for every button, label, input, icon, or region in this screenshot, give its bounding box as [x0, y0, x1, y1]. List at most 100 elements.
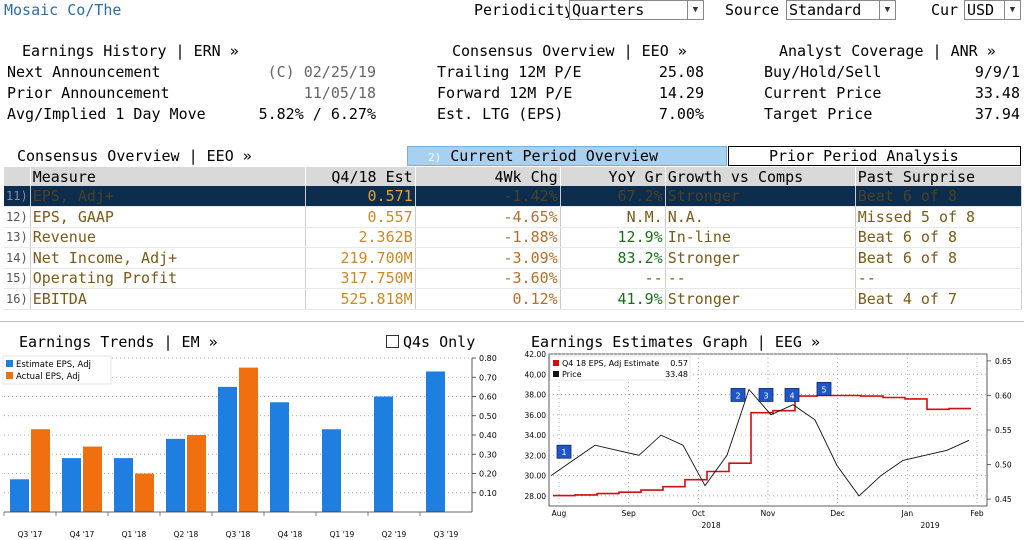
col-growth-vs-comps[interactable]: Growth vs Comps	[665, 167, 856, 186]
periodicity-value: Quarters	[572, 1, 645, 19]
table-row[interactable]: 12) EPS, GAAP 0.557 -4.65% N.M. N.A. Mis…	[4, 206, 1023, 228]
x-tick-label: Nov	[761, 509, 776, 518]
consensus-section-title[interactable]: Consensus Overview | EEO »	[17, 147, 252, 165]
actual-bar	[83, 446, 102, 512]
x-tick-label: Q3 '18	[226, 530, 251, 539]
legend-last-estimate: 0.57	[670, 359, 688, 368]
trailing-pe-value: 25.08	[658, 63, 704, 81]
estimate-bar	[10, 479, 29, 512]
event-marker-label: 2	[735, 391, 740, 400]
x-tick-label: Oct	[692, 509, 705, 518]
checkbox-box[interactable]	[386, 335, 399, 348]
x-tick-label: Q2 '18	[174, 530, 199, 539]
chevron-down-icon[interactable]: ▼	[687, 1, 703, 19]
periodicity-select[interactable]: Quarters ▼	[569, 0, 704, 20]
table-row[interactable]: 15) Operating Profit 317.750M -3.60% -- …	[4, 268, 1023, 289]
ltg-label: Est. LTG (EPS)	[437, 105, 564, 123]
row-number: 15)	[4, 268, 31, 289]
yoy-cell: 41.9%	[560, 288, 666, 310]
event-marker-box	[758, 388, 774, 402]
earnings-history-link[interactable]: Earnings History | ERN »	[22, 42, 239, 60]
x-year-label: 2019	[921, 521, 940, 530]
x-tick-label: Q3 '17	[18, 530, 43, 539]
earnings-trends-link[interactable]: Earnings Trends | EM »	[19, 333, 218, 351]
chg-cell: 0.12%	[415, 288, 561, 310]
next-announcement-label: Next Announcement	[7, 63, 161, 81]
x-tick-label: Feb	[970, 509, 984, 518]
table-row[interactable]: 14) Net Income, Adj+ 219.700M -3.09% 83.…	[4, 247, 1023, 269]
table-row[interactable]: 11) EPS, Adj+ 0.571 -1.42% 67.2% Stronge…	[4, 186, 1023, 207]
chevron-down-icon[interactable]: ▼	[879, 1, 895, 19]
left-tick-label: 38.00	[525, 391, 547, 400]
comp-cell: Stronger	[665, 247, 856, 269]
x-tick-label: Jan	[901, 509, 914, 518]
left-tick-label: 34.00	[525, 431, 547, 440]
col-estimate[interactable]: Q4/18 Est	[305, 167, 416, 186]
security-title[interactable]: Mosaic Co/The	[4, 1, 122, 19]
forward-pe-label: Forward 12M P/E	[437, 84, 573, 102]
table-row[interactable]: 16) EBITDA 525.818M 0.12% 41.9% Stronger…	[4, 288, 1023, 310]
prior-announcement-value: 11/05/18	[303, 84, 376, 102]
legend-box	[2, 355, 112, 385]
y-tick-label: 0.70	[479, 373, 497, 382]
y-tick-label: 0.20	[479, 470, 497, 479]
yoy-cell: 12.9%	[560, 227, 666, 248]
left-tick-label: 32.00	[525, 451, 547, 460]
consensus-overview-link[interactable]: Consensus Overview | EEO »	[452, 42, 687, 60]
estimate-bar	[270, 402, 289, 512]
event-marker-label: 4	[789, 391, 794, 400]
event-marker-label: 1	[561, 448, 566, 457]
right-tick-label: 0.60	[995, 391, 1012, 400]
legend-swatch-estimate	[6, 360, 13, 367]
earnings-graph-link[interactable]: Earnings Estimates Graph | EEG »	[531, 333, 820, 351]
table-row[interactable]: 13) Revenue 2.362B -1.88% 12.9% In-line …	[4, 227, 1023, 248]
estimate-bar	[62, 458, 81, 512]
estimate-bar	[218, 386, 237, 512]
target-price-label: Target Price	[764, 105, 873, 123]
currency-value: USD	[967, 1, 995, 19]
chg-cell: -4.65%	[415, 206, 561, 228]
y-tick-label: 0.50	[479, 412, 497, 421]
estimate-bar	[114, 458, 133, 512]
x-year-label: 2018	[702, 521, 721, 530]
divider	[0, 321, 1024, 322]
surprise-cell: Beat 6 of 8	[855, 186, 1023, 207]
tab-prior-period[interactable]: Prior Period Analysis (Q3/18)	[728, 146, 1021, 183]
row-number: 14)	[4, 247, 31, 269]
legend-label-estimate: Estimate EPS, Adj	[16, 360, 91, 370]
col-past-surprise[interactable]: Past Surprise	[855, 167, 1023, 186]
row-number: 12)	[4, 206, 31, 228]
col-measure[interactable]: Measure	[30, 167, 306, 186]
bar-legend: Estimate EPS, Adj Actual EPS, Adj	[2, 355, 112, 385]
col-yoy-gr[interactable]: YoY Gr	[560, 167, 666, 186]
buy-hold-sell-value: 9/9/1	[974, 63, 1020, 81]
actual-bar	[31, 429, 50, 512]
source-value: Standard	[789, 1, 862, 19]
analyst-coverage-link[interactable]: Analyst Coverage | ANR »	[779, 42, 996, 60]
event-marker-label: 5	[821, 385, 826, 394]
tab-current-period[interactable]: 2) Current Period Overview (Q4/18)	[407, 146, 727, 185]
row-number: 16)	[4, 288, 31, 310]
legend-label-actual: Actual EPS, Adj	[16, 372, 80, 382]
chg-cell: -1.42%	[415, 186, 561, 207]
legend-swatch-actual	[6, 372, 13, 379]
row-number: 13)	[4, 227, 31, 248]
event-marker-label: 3	[763, 391, 768, 400]
estimate-cell: 0.557	[305, 206, 416, 228]
left-tick-label: 42.00	[525, 350, 547, 359]
x-tick-label: Q2 '19	[382, 530, 407, 539]
actual-bar	[187, 435, 206, 512]
yoy-cell: N.M.	[560, 206, 666, 228]
event-marker-box	[730, 388, 746, 402]
q4s-only-checkbox[interactable]: Q4s Only	[386, 333, 475, 351]
col-4wk-chg[interactable]: 4Wk Chg	[415, 167, 561, 186]
comp-cell: In-line	[665, 227, 856, 248]
chevron-down-icon[interactable]: ▼	[1004, 1, 1020, 19]
yoy-cell: 67.2%	[560, 186, 666, 207]
currency-select[interactable]: USD ▼	[964, 0, 1021, 20]
measure-cell: Operating Profit	[30, 268, 306, 289]
source-select[interactable]: Standard ▼	[786, 0, 896, 20]
row-number: 11)	[4, 186, 31, 207]
estimate-cell: 525.818M	[305, 288, 416, 310]
comp-cell: N.A.	[665, 206, 856, 228]
